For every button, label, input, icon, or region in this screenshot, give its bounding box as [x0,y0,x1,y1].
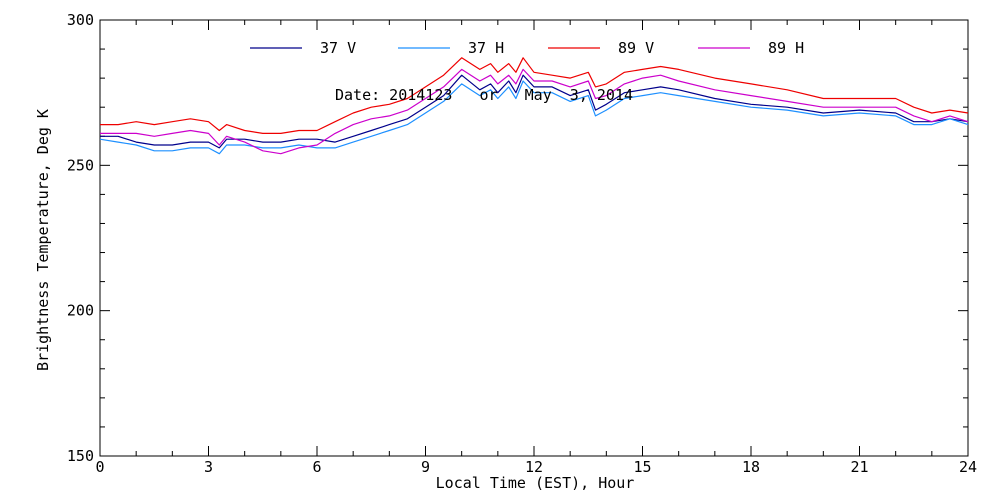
x-tick-label: 18 [742,458,760,476]
legend-label-89-v: 89 V [618,39,654,57]
x-axis-label: Local Time (EST), Hour [436,474,635,492]
date-annotation: Date: 2014123 or May 3, 2014 [335,86,633,104]
x-tick-label: 12 [525,458,543,476]
series-line-89-v [100,57,969,134]
tick-labels: 0 3 6 9 12 15 18 21 24 150 200 250 300 [67,11,977,476]
series-line-89-h [100,68,969,155]
legend-label-37-v: 37 V [320,39,356,57]
y-axis-label: Brightness Temperature, Deg K [34,109,52,371]
axis-ticks [99,19,969,457]
y-tick-label: 250 [67,156,94,174]
legend: 37 V 37 H 89 V 89 H [250,39,804,57]
series-line-37-v [100,74,969,149]
series-line-37-h [99,80,969,155]
y-tick-label: 300 [67,11,94,29]
legend-label-89-h: 89 H [768,39,804,57]
x-tick-label: 9 [421,458,430,476]
x-tick-label: 3 [204,458,213,476]
y-tick-label: 200 [67,302,94,320]
x-tick-label: 15 [633,458,651,476]
x-tick-label: 6 [312,458,321,476]
y-tick-label: 150 [67,447,94,465]
x-tick-label: 24 [959,458,977,476]
legend-label-37-h: 37 H [468,39,504,57]
x-tick-label: 21 [850,458,868,476]
x-tick-label: 0 [95,458,104,476]
series-lines [99,57,969,155]
